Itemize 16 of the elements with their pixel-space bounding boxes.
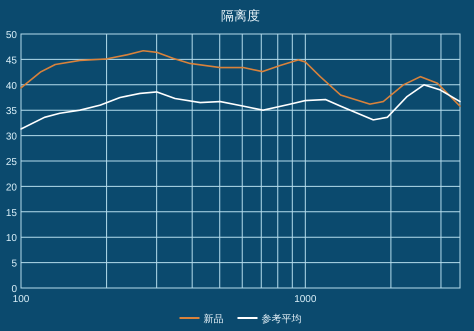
- x-tick-label: 100: [12, 294, 30, 305]
- x-tick-label: 1000: [294, 294, 317, 305]
- y-tick-label: 40: [6, 80, 18, 92]
- y-tick-label: 30: [6, 132, 18, 143]
- y-tick-label: 10: [6, 233, 18, 244]
- y-tick-label: 20: [6, 182, 18, 194]
- y-tick-label: 0: [11, 284, 18, 295]
- y-tick-label: 25: [6, 157, 18, 168]
- y-tick-label: 45: [6, 55, 18, 66]
- y-tick-label: 5: [11, 258, 18, 270]
- legend-label: 新品: [204, 313, 224, 325]
- y-tick-label: 50: [6, 30, 18, 41]
- y-tick-label: 35: [6, 106, 18, 118]
- chart-title: 隔离度: [221, 8, 260, 23]
- legend-label: 参考平均: [262, 313, 302, 325]
- y-tick-label: 15: [6, 208, 18, 219]
